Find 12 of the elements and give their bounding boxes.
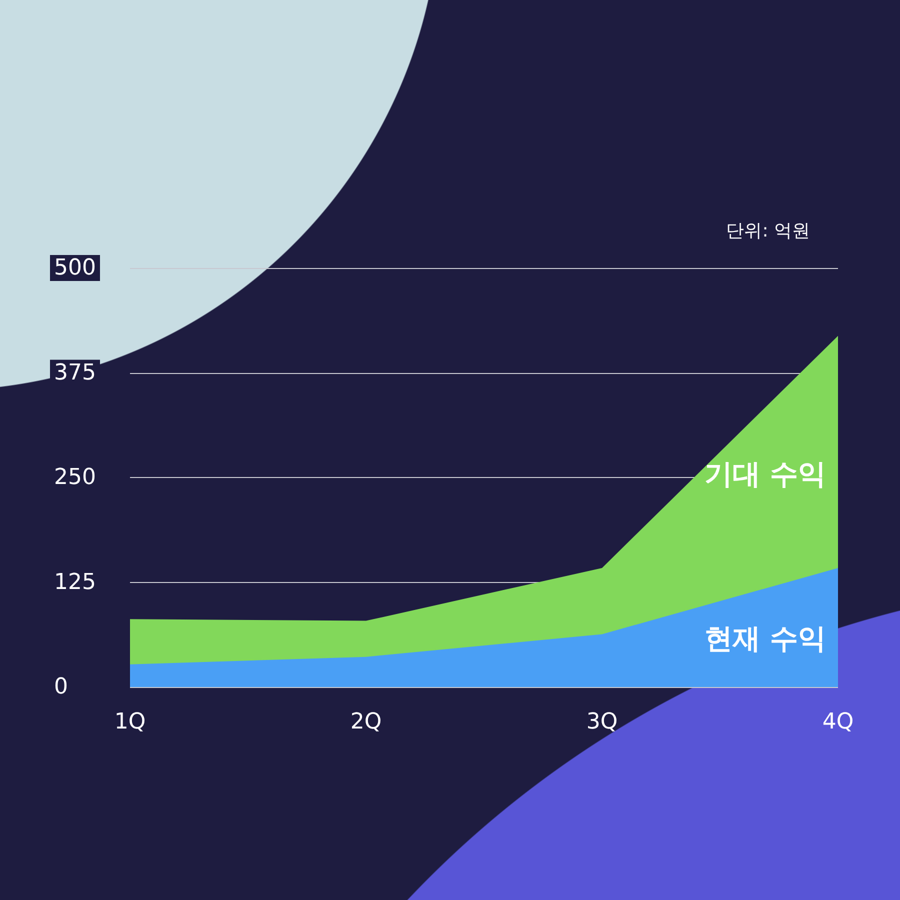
y-tick-label: 500 xyxy=(54,256,96,280)
series-label: 현재 수익 xyxy=(704,622,826,655)
y-tick-label: 375 xyxy=(54,360,96,386)
series-label: 기대 수익 xyxy=(704,458,826,491)
x-tick-label: 4Q xyxy=(822,710,854,734)
y-tick-label: 125 xyxy=(54,570,96,595)
x-tick-label: 3Q xyxy=(586,710,618,734)
y-tick-label: 250 xyxy=(54,465,96,490)
x-tick-label: 2Q xyxy=(350,710,382,734)
x-tick-label: 1Q xyxy=(114,710,146,734)
text: 단위: 억원 xyxy=(726,220,810,242)
y-tick-label: 0 xyxy=(54,674,68,700)
